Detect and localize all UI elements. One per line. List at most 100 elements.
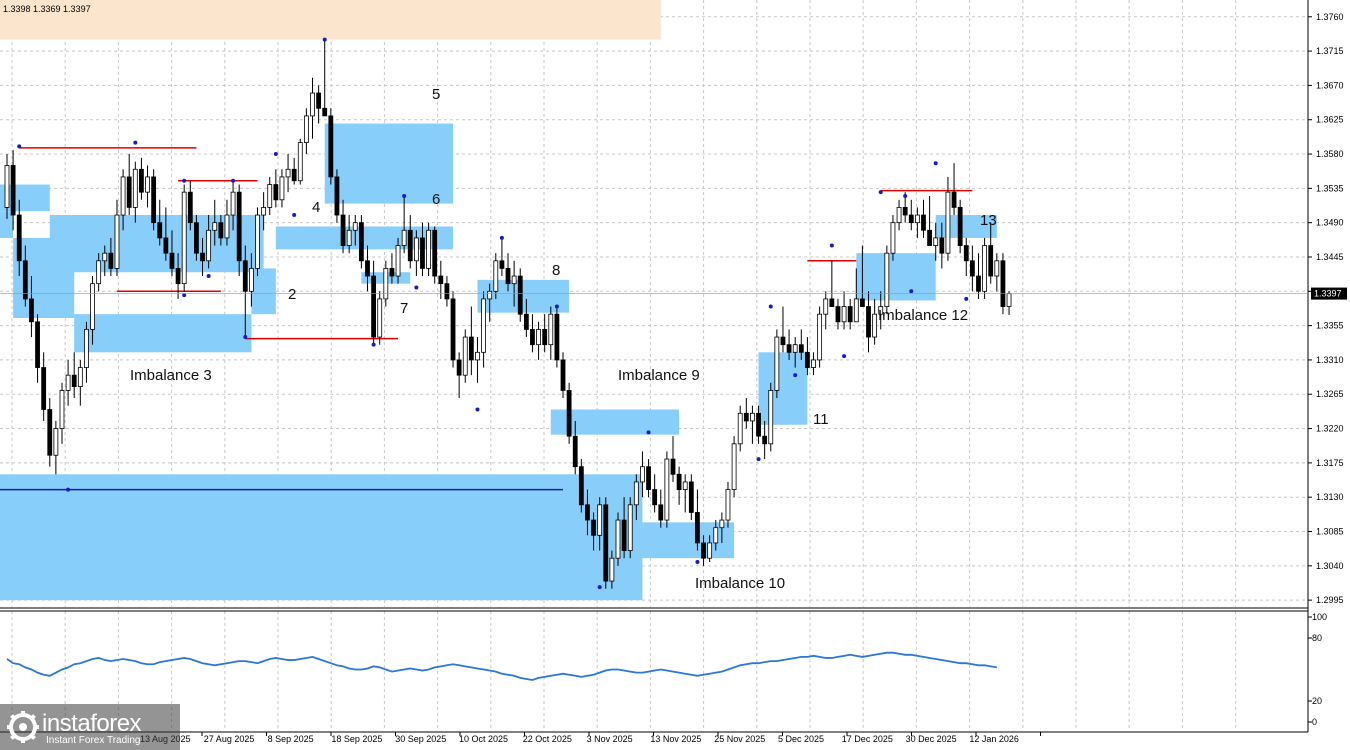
candle-body [90, 283, 95, 330]
candle [670, 436, 676, 482]
imbalance-zone [642, 522, 735, 559]
candle [273, 169, 279, 208]
indicator-tick-label: 0 [1312, 717, 1317, 727]
candle [798, 329, 804, 360]
fractal-down-marker [182, 293, 187, 298]
candle [578, 459, 584, 513]
price-tick-label: 1.3715 [1316, 46, 1344, 56]
candle [780, 306, 786, 353]
candle [297, 138, 303, 185]
annotation-label: 2 [288, 286, 296, 303]
candle [951, 163, 957, 216]
candle [401, 195, 407, 254]
candle-body [389, 268, 395, 277]
candle-body [297, 142, 303, 182]
fractal-down-marker [793, 373, 798, 378]
candle [236, 184, 242, 277]
price-tick-label: 1.3175 [1316, 458, 1344, 468]
candle [640, 451, 645, 498]
candle [750, 405, 755, 444]
price-tick-label: 1.3355 [1316, 321, 1344, 331]
candle [310, 77, 315, 139]
candle [866, 291, 871, 353]
candle-body [811, 359, 816, 368]
candle-body [340, 214, 346, 246]
candle [481, 291, 486, 368]
candle [884, 245, 890, 315]
candle-body [523, 313, 529, 330]
indicator-tick-label: 20 [1312, 696, 1322, 706]
candle [756, 405, 761, 444]
candle-body [933, 237, 939, 246]
price-tick-label: 1.3535 [1316, 183, 1344, 193]
candle [346, 215, 352, 254]
candle [560, 352, 566, 399]
fractal-down-marker [964, 296, 969, 301]
candle [646, 459, 651, 498]
candle [4, 154, 10, 219]
candle-body [603, 504, 609, 582]
candle [450, 291, 456, 368]
candle [212, 199, 218, 246]
candle-body [682, 481, 688, 490]
candle-body [218, 222, 224, 239]
candle-body [383, 268, 389, 300]
time-tick-label: 12 Jan 2026 [969, 734, 1019, 744]
candle [982, 237, 987, 299]
candle-body [615, 519, 621, 559]
candle [16, 199, 22, 277]
candle-body [426, 229, 431, 269]
fractal-down-marker [371, 342, 376, 347]
candle [517, 268, 523, 322]
candle-body [756, 412, 761, 437]
candle [151, 169, 157, 231]
candle [957, 199, 963, 254]
candle-body [255, 214, 260, 269]
indicator-tick-label: 100 [1312, 612, 1327, 622]
candle [420, 222, 425, 277]
imbalance-zone [0, 211, 14, 238]
candle [731, 436, 737, 498]
candle-body [16, 214, 22, 262]
candle [132, 161, 138, 223]
candle [102, 245, 108, 277]
candle-body [841, 306, 847, 323]
candle-body [542, 329, 548, 346]
time-tick-label: 22 Oct 2025 [523, 734, 572, 744]
candle-body [102, 252, 108, 262]
candle-body [957, 207, 963, 246]
candle [499, 237, 505, 277]
candle [847, 298, 853, 330]
candle [633, 474, 639, 521]
candle-body [456, 359, 462, 376]
candle [303, 108, 309, 155]
candle [340, 199, 346, 254]
annotation-label: 13 [980, 212, 997, 229]
candle [1006, 291, 1012, 315]
candle-body [676, 473, 682, 490]
price-tick-label: 1.3445 [1316, 252, 1344, 262]
candle [169, 230, 175, 277]
candle [523, 298, 529, 338]
candle-body [59, 390, 65, 429]
candle-body [688, 481, 694, 513]
candle-body [10, 165, 16, 216]
candle-body [731, 443, 737, 490]
candle [896, 199, 902, 231]
candle-body [737, 412, 743, 445]
candle [572, 420, 578, 475]
price-tick-label: 1.3580 [1316, 149, 1344, 159]
candle [352, 215, 358, 246]
candle [823, 291, 829, 330]
candle-body [866, 306, 871, 338]
candle [316, 85, 322, 124]
candle [255, 207, 260, 277]
candle [976, 253, 981, 299]
candle-body [279, 176, 285, 201]
candle-body [96, 260, 102, 285]
candle [65, 359, 71, 406]
candle-body [664, 458, 670, 521]
price-tick-label: 1.3310 [1316, 355, 1344, 365]
candle-body [47, 409, 53, 456]
